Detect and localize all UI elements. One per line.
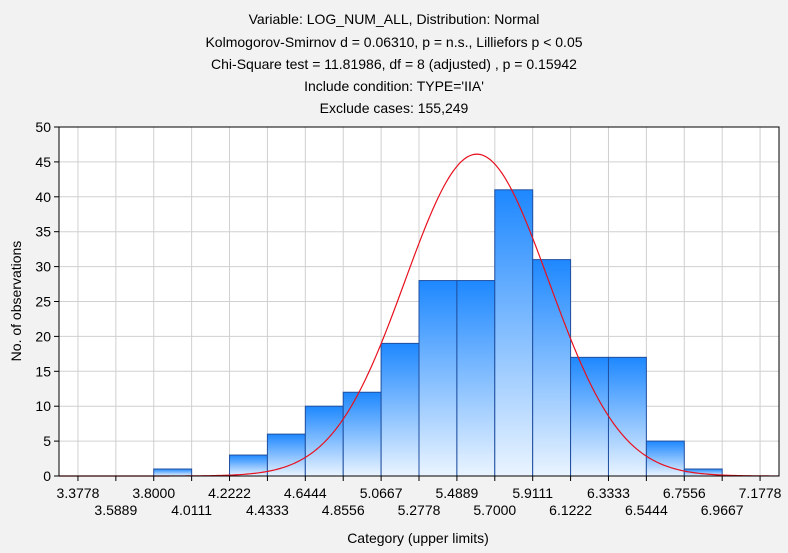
x-tick-label: 5.2778 bbox=[398, 502, 441, 518]
histogram-bar bbox=[266, 433, 306, 477]
histogram-bar bbox=[645, 440, 685, 477]
y-tick-label: 35 bbox=[35, 224, 51, 240]
y-tick-label: 15 bbox=[35, 363, 51, 379]
histogram-bar bbox=[342, 391, 382, 477]
title-line-1: Variable: LOG_NUM_ALL, Distribution: Nor… bbox=[249, 11, 540, 27]
x-axis-label: Category (upper limits) bbox=[347, 530, 489, 546]
x-axis-ticks: 3.3778 3.8000 4.2222 4.6444 5.0667 5.4889 5.91… bbox=[57, 476, 782, 518]
x-tick-label: 6.9667 bbox=[701, 502, 744, 518]
title-line-5: Exclude cases: 155,249 bbox=[320, 100, 469, 116]
x-tick-label: 3.5889 bbox=[94, 502, 137, 518]
title-line-2: Kolmogorov-Smirnov d = 0.06310, p = n.s.… bbox=[205, 34, 582, 50]
y-tick-label: 50 bbox=[35, 119, 51, 135]
y-tick-label: 20 bbox=[35, 328, 51, 344]
x-tick-label: 4.0111 bbox=[171, 502, 212, 518]
y-tick-label: 40 bbox=[35, 189, 51, 205]
title-line-3: Chi-Square test = 11.81986, df = 8 (adju… bbox=[211, 56, 577, 72]
chart-title: Variable: LOG_NUM_ALL, Distribution: Nor… bbox=[205, 11, 582, 116]
x-tick-label: 5.7000 bbox=[473, 502, 516, 518]
histogram-bar bbox=[380, 342, 420, 477]
y-tick-label: 0 bbox=[43, 468, 51, 484]
y-axis-label: No. of observations bbox=[8, 241, 24, 362]
y-tick-label: 25 bbox=[35, 294, 51, 310]
x-tick-label: 5.9111 bbox=[512, 485, 553, 501]
histogram-bar bbox=[532, 259, 572, 477]
x-tick-label: 4.8556 bbox=[322, 502, 365, 518]
histogram-bar bbox=[456, 280, 496, 477]
x-tick-label: 7.1778 bbox=[739, 485, 782, 501]
histogram-bar bbox=[494, 189, 534, 477]
x-tick-label: 3.8000 bbox=[132, 485, 175, 501]
y-axis-ticks: 0 5 10 15 20 25 30 35 40 45 50 bbox=[35, 119, 59, 484]
x-tick-label: 4.2222 bbox=[208, 485, 251, 501]
histogram-bar bbox=[304, 405, 344, 477]
x-tick-label: 5.0667 bbox=[360, 485, 403, 501]
x-tick-label: 6.7556 bbox=[663, 485, 706, 501]
x-tick-label: 4.4333 bbox=[246, 502, 289, 518]
histogram-bar bbox=[570, 356, 609, 477]
y-tick-label: 5 bbox=[43, 433, 51, 449]
x-tick-label: 3.3778 bbox=[57, 485, 100, 501]
y-tick-label: 30 bbox=[35, 259, 51, 275]
histogram-bar bbox=[153, 468, 193, 477]
histogram-bar bbox=[418, 280, 458, 477]
y-tick-label: 10 bbox=[35, 398, 51, 414]
histogram-bars bbox=[153, 189, 723, 477]
x-tick-label: 5.4889 bbox=[435, 485, 478, 501]
x-tick-label: 4.6444 bbox=[284, 485, 327, 501]
x-tick-label: 6.1222 bbox=[549, 502, 592, 518]
x-tick-label: 6.3333 bbox=[587, 485, 630, 501]
y-tick-label: 45 bbox=[35, 154, 51, 170]
title-line-4: Include condition: TYPE='IIA' bbox=[304, 78, 484, 94]
x-tick-label: 6.5444 bbox=[625, 502, 668, 518]
histogram-bar bbox=[607, 356, 647, 477]
